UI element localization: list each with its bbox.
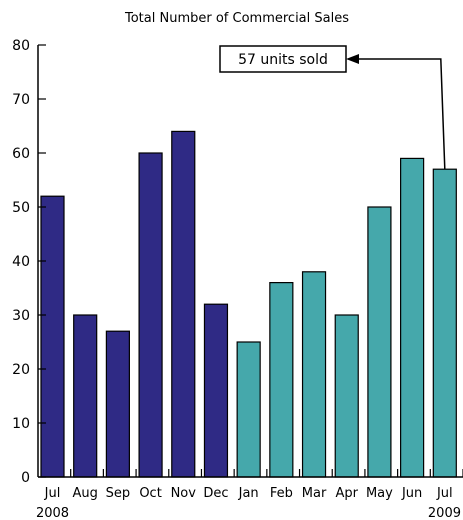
x-tick-label-jun-11: Jun (401, 486, 422, 501)
bar-mar-8 (301, 271, 327, 478)
annotation-text: 57 units sold (238, 52, 328, 68)
x-tick-label-feb-7: Feb (270, 486, 293, 501)
year-label-2008: 2008 (36, 506, 69, 520)
bar-jun-11 (400, 157, 425, 478)
annotation-leader-line (358, 58, 446, 170)
x-tick-label-apr-9: Apr (335, 486, 358, 501)
y-tick-label-20: 20 (12, 362, 30, 378)
y-tick-label-30: 30 (12, 308, 30, 324)
bar-jul-12 (432, 168, 457, 478)
y-tick-label-0: 0 (21, 470, 30, 486)
bar-dec-5 (203, 303, 229, 478)
bar-jan-6 (236, 341, 261, 478)
bar-may-10 (367, 206, 392, 478)
x-tick-label-nov-4: Nov (171, 486, 197, 501)
y-tick-label-40: 40 (12, 254, 30, 270)
bar-sep-2 (105, 330, 130, 478)
x-tick-label-oct-3: Oct (139, 486, 161, 501)
bar-feb-7 (269, 282, 294, 478)
x-tick-label-jul-12: Jul (436, 486, 453, 501)
y-tick-label-80: 80 (12, 38, 30, 54)
x-tick-label-sep-2: Sep (106, 486, 131, 501)
bar-aug-1 (73, 314, 98, 478)
x-tick-label-dec-5: Dec (203, 486, 228, 501)
x-tick-label-aug-1: Aug (72, 486, 97, 501)
year-label-2009: 2009 (428, 506, 461, 520)
x-tick-label-jan-6: Jan (238, 486, 259, 501)
bar-nov-4 (171, 130, 196, 478)
annotation-layer: 57 units sold (219, 45, 446, 170)
chart-title: Total Number of Commercial Sales (124, 11, 349, 26)
x-tick-label-jul-0: Jul (44, 486, 61, 501)
y-tick-label-60: 60 (12, 146, 30, 162)
axes-layer: 0 10 20 30 40 50 60 70 80 Jul Aug Sep Oct Nov Dec Jan Fe… (12, 38, 463, 520)
annotation-box (219, 45, 347, 73)
bar-oct-3 (138, 152, 163, 478)
y-tick-label-10: 10 (12, 416, 30, 432)
bar-apr-9 (334, 314, 359, 478)
annotation-arrowhead (346, 54, 359, 64)
bars-layer (40, 130, 457, 478)
bar-jul-0 (40, 195, 65, 478)
y-tick-label-50: 50 (12, 200, 30, 216)
y-tick-label-70: 70 (12, 92, 30, 108)
x-tick-label-may-10: May (366, 486, 393, 501)
x-tick-label-mar-8: Mar (302, 486, 327, 501)
